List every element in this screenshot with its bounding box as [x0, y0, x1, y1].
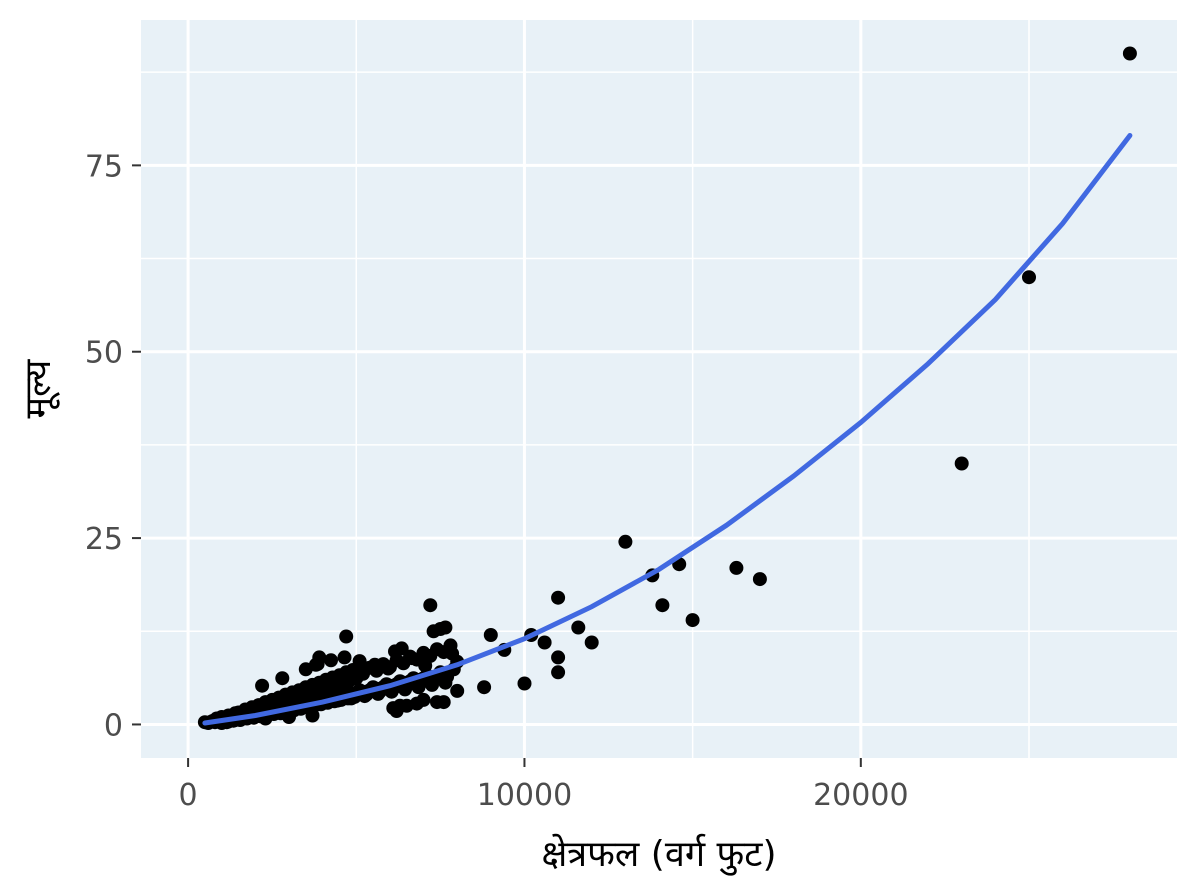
x-tick-label: 10000: [477, 778, 572, 813]
data-point: [305, 708, 320, 723]
data-point: [433, 622, 448, 636]
data-point: [551, 665, 566, 680]
y-tick-label: 0: [104, 708, 123, 743]
data-point: [483, 628, 498, 642]
data-point: [282, 710, 296, 724]
data-point: [450, 683, 465, 698]
data-point: [752, 572, 767, 587]
data-point: [618, 534, 633, 549]
data-point: [685, 613, 700, 628]
data-point: [339, 669, 354, 684]
data-point: [275, 671, 290, 686]
data-point: [337, 650, 352, 665]
x-tick-label: 0: [179, 778, 198, 813]
data-point: [551, 590, 566, 605]
data-point: [423, 598, 438, 613]
data-point: [551, 650, 566, 665]
data-point: [416, 692, 431, 707]
data-point: [729, 560, 744, 575]
y-tick-label: 25: [85, 522, 123, 557]
y-tick-label: 75: [85, 149, 123, 184]
data-point: [381, 661, 396, 676]
plot-panel: [141, 20, 1177, 758]
y-axis-title: मूल्य: [18, 358, 60, 418]
data-point: [339, 629, 354, 644]
data-point: [438, 675, 453, 690]
data-point: [255, 678, 270, 693]
data-point: [537, 635, 552, 650]
y-tick-label: 50: [85, 336, 123, 371]
data-point: [312, 650, 327, 665]
data-point: [954, 456, 969, 471]
x-axis-title: क्षेत्रफल (वर्ग फुट): [541, 833, 776, 876]
major-gridlines: [141, 20, 1177, 758]
data-point: [324, 653, 338, 668]
x-tick-label: 20000: [813, 778, 908, 813]
trend-line: [202, 133, 1133, 726]
data-point: [367, 657, 382, 672]
data-point: [430, 695, 444, 710]
data-point: [477, 680, 492, 695]
data-point: [352, 654, 367, 669]
data-point: [571, 620, 586, 635]
data-point: [398, 682, 412, 697]
minor-gridlines: [141, 20, 1177, 758]
x-axis: 0 10000 20000: [179, 758, 909, 813]
data-point: [411, 680, 426, 695]
data-point: [418, 658, 433, 673]
data-point: [655, 598, 670, 613]
data-point: [584, 635, 599, 650]
data-point: [1022, 270, 1036, 285]
y-axis: 0 25 50 75: [85, 149, 141, 743]
data-point: [425, 677, 439, 692]
data-point: [517, 676, 532, 691]
data-point: [394, 641, 409, 656]
data-point: [445, 646, 460, 661]
data-point: [1122, 46, 1137, 61]
data-point: [404, 651, 419, 666]
